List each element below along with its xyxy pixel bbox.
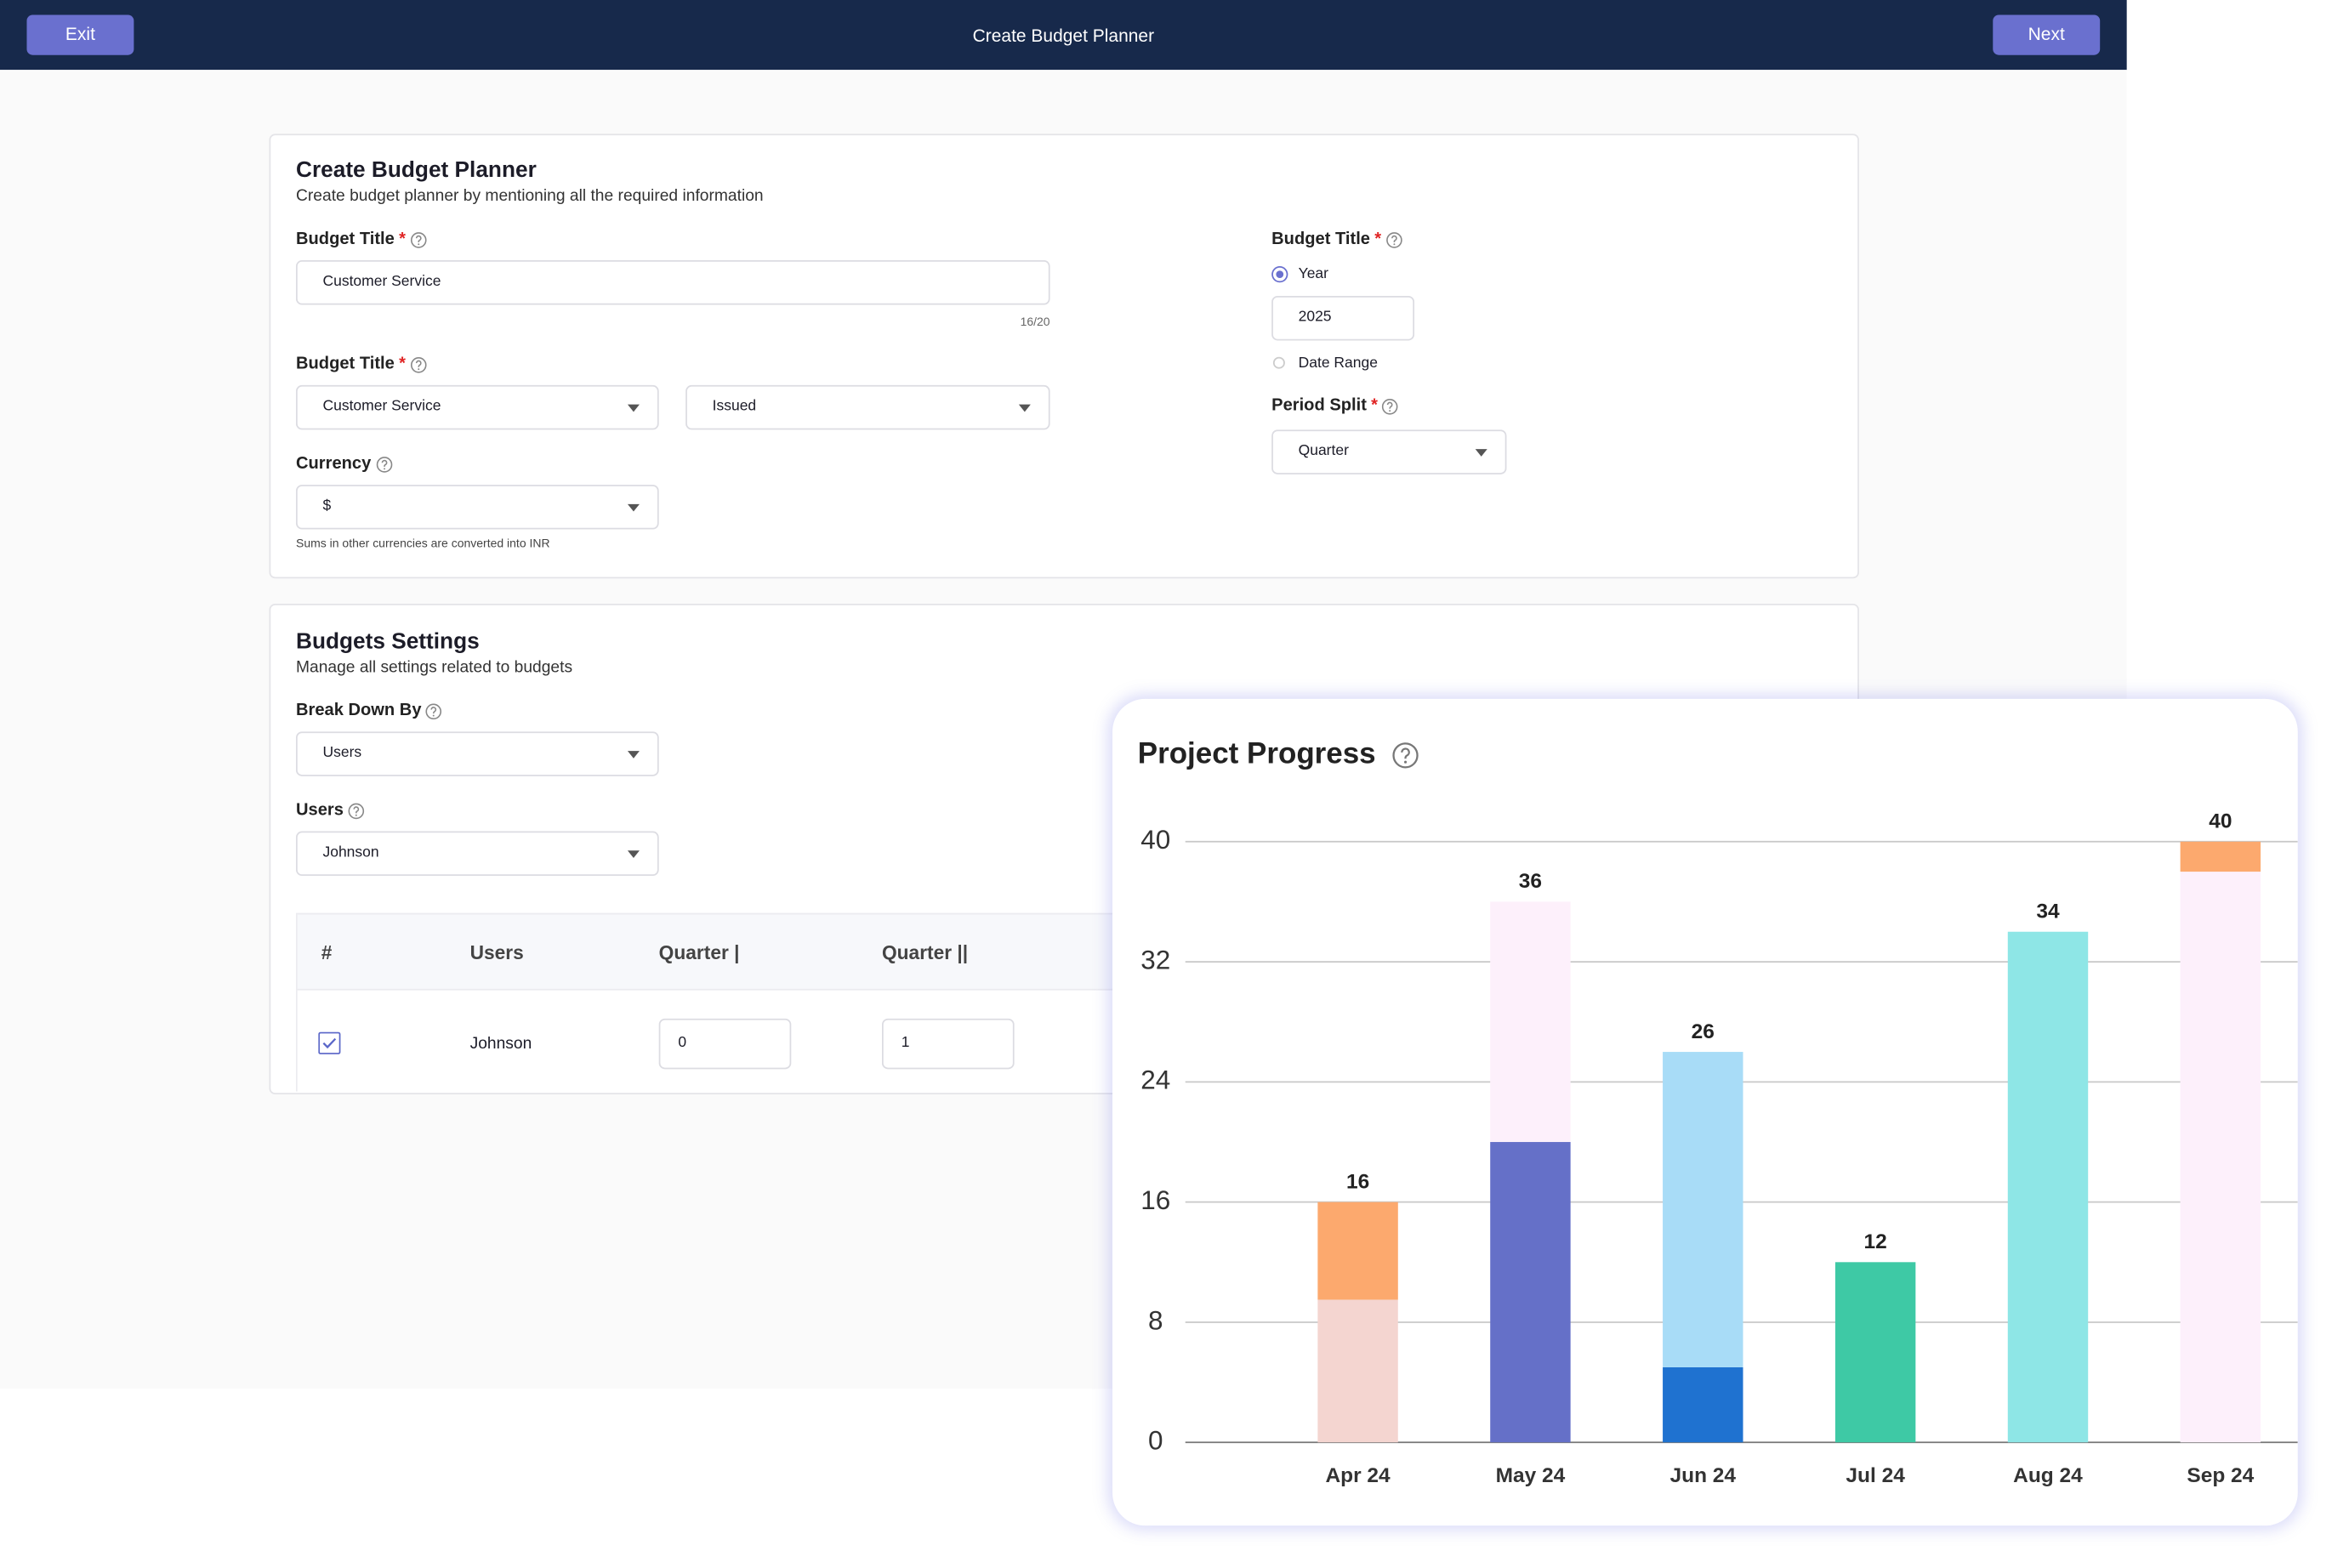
x-tick-label: Apr 24 bbox=[1326, 1464, 1391, 1487]
char-count: 16/20 bbox=[1020, 315, 1050, 329]
field-label: Budget Title * bbox=[295, 230, 427, 249]
help-icon[interactable] bbox=[426, 702, 442, 719]
section-subtitle: Manage all settings related to budgets bbox=[295, 658, 573, 677]
required-mark: * bbox=[1371, 396, 1378, 415]
table-input[interactable]: 0 bbox=[658, 1018, 792, 1070]
table-header-cell: Quarter || bbox=[881, 940, 969, 964]
x-tick-label: Sep 24 bbox=[2187, 1464, 2254, 1487]
bar-segment bbox=[2180, 872, 2261, 1443]
y-tick-label: 32 bbox=[1140, 945, 1170, 974]
y-tick-label: 8 bbox=[1148, 1305, 1163, 1335]
help-icon[interactable] bbox=[375, 456, 392, 472]
bar-segment bbox=[1490, 901, 1571, 1143]
next-button[interactable]: Next bbox=[1993, 14, 2101, 55]
text-input[interactable]: 2025 bbox=[1271, 295, 1415, 341]
y-tick-label: 0 bbox=[1148, 1426, 1163, 1456]
x-tick-label: Aug 24 bbox=[2013, 1464, 2083, 1487]
radio-button[interactable] bbox=[1272, 356, 1285, 369]
help-icon[interactable] bbox=[1382, 398, 1399, 414]
chart-card: Project Progress 0 8 16 24 32 40 Apr 24 16 May 2… bbox=[1112, 698, 2298, 1526]
section-title: Create Budget Planner bbox=[295, 157, 537, 184]
table-header-cell: # bbox=[321, 940, 333, 964]
helper-text: Sums in other currencies are converted i… bbox=[295, 537, 550, 551]
label-text: Currency bbox=[295, 455, 372, 474]
total-label: 40 bbox=[2209, 810, 2232, 833]
x-tick-label: May 24 bbox=[1496, 1464, 1566, 1487]
header-title: Create Budget Planner bbox=[972, 25, 1155, 47]
section-subtitle: Create budget planner by mentioning all … bbox=[295, 187, 764, 206]
select[interactable]: Customer Service bbox=[295, 384, 659, 430]
required-mark: * bbox=[399, 355, 406, 373]
required-mark: * bbox=[1374, 230, 1382, 249]
field-label: Period Split * bbox=[1271, 396, 1399, 415]
table-input[interactable]: 1 bbox=[881, 1018, 1015, 1070]
total-label: 34 bbox=[2036, 900, 2060, 923]
bar-segment bbox=[1834, 1262, 1916, 1443]
x-tick-label: Jun 24 bbox=[1670, 1464, 1737, 1487]
bar-segment bbox=[1317, 1202, 1398, 1300]
table-border bbox=[295, 990, 298, 1092]
total-label: 36 bbox=[1519, 870, 1542, 893]
select[interactable]: Issued bbox=[685, 384, 1050, 430]
y-tick-label: 40 bbox=[1140, 825, 1170, 855]
label-text: Period Split bbox=[1271, 396, 1367, 415]
total-label: 16 bbox=[1346, 1170, 1369, 1193]
exit-button[interactable]: Exit bbox=[26, 14, 134, 55]
field-label: Budget Title * bbox=[1271, 230, 1402, 248]
field-label: Users bbox=[295, 801, 365, 820]
label-text: Break Down By bbox=[295, 702, 422, 720]
table-header-cell: Users bbox=[469, 940, 524, 964]
required-mark: * bbox=[399, 230, 406, 249]
help-icon[interactable] bbox=[348, 802, 365, 819]
bar-segment bbox=[1490, 1142, 1571, 1443]
label-text: Users bbox=[295, 801, 344, 820]
select[interactable]: Johnson bbox=[295, 831, 659, 876]
bar-segment bbox=[1663, 1366, 1743, 1443]
chart-title: Project Progress bbox=[1138, 737, 1376, 770]
radio-button[interactable] bbox=[1272, 267, 1287, 281]
select[interactable]: $ bbox=[295, 485, 659, 530]
bar-segment bbox=[1663, 1052, 1743, 1367]
chart: Project Progress 0 8 16 24 32 40 Apr 24 16 May 2… bbox=[1138, 737, 2298, 1487]
table-cell: Johnson bbox=[469, 1035, 532, 1054]
y-tick-label: 24 bbox=[1140, 1065, 1170, 1095]
x-tick-label: Jul 24 bbox=[1846, 1464, 1905, 1487]
field-label: Budget Title * bbox=[295, 355, 427, 373]
help-icon[interactable] bbox=[410, 356, 427, 372]
radio-label: Year bbox=[1298, 266, 1328, 283]
y-tick-label: 16 bbox=[1140, 1185, 1170, 1215]
text-input[interactable]: Customer Service bbox=[295, 260, 1050, 305]
total-label: 26 bbox=[1692, 1020, 1715, 1043]
radio-label: Date Range bbox=[1298, 355, 1378, 372]
field-label: Currency bbox=[296, 455, 392, 473]
bar-segment bbox=[1317, 1299, 1398, 1443]
select[interactable]: Users bbox=[295, 731, 659, 776]
checkbox[interactable] bbox=[318, 1031, 341, 1054]
field-label: Break Down By bbox=[296, 702, 442, 719]
label-text: Budget Title bbox=[295, 230, 395, 249]
label-text: Budget Title bbox=[295, 355, 395, 373]
total-label: 12 bbox=[1864, 1230, 1887, 1253]
bar-segment bbox=[2007, 931, 2089, 1443]
help-icon[interactable] bbox=[1392, 742, 1419, 769]
label-text: Budget Title bbox=[1271, 230, 1370, 249]
bar-segment bbox=[2180, 841, 2261, 872]
section-title: Budgets Settings bbox=[295, 628, 480, 655]
help-icon[interactable] bbox=[410, 231, 427, 247]
table-header-cell: Quarter | bbox=[658, 940, 740, 964]
help-icon[interactable] bbox=[1385, 231, 1402, 247]
select[interactable]: Quarter bbox=[1271, 429, 1507, 474]
header-bar: Exit Create Budget Planner Next bbox=[0, 0, 2127, 71]
